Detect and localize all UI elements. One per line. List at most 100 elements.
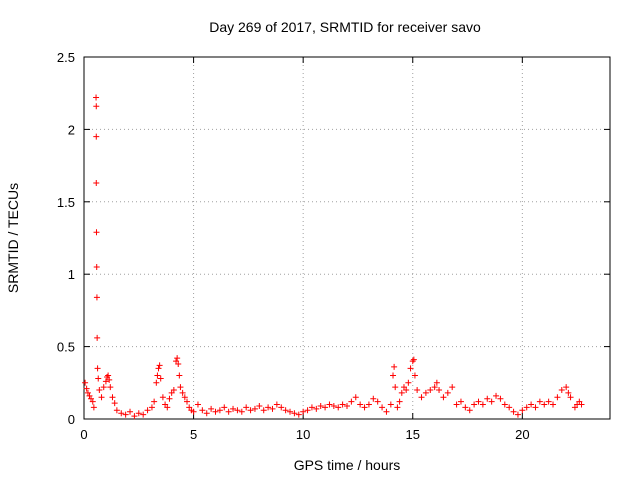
data-point <box>497 395 504 402</box>
data-point <box>127 408 134 415</box>
data-point <box>383 408 390 415</box>
data-point <box>541 401 548 408</box>
data-point <box>93 133 100 140</box>
data-point <box>475 398 482 405</box>
data-point <box>335 404 342 411</box>
data-point <box>234 407 241 414</box>
data-point <box>493 392 500 399</box>
data-point <box>391 363 398 370</box>
data-point <box>313 405 320 412</box>
data-point <box>291 410 298 417</box>
data-point <box>398 389 405 396</box>
data-point <box>256 402 263 409</box>
data-point <box>471 401 478 408</box>
data-point <box>155 365 162 372</box>
data-point <box>83 385 90 392</box>
data-point <box>317 402 324 409</box>
data-point <box>300 408 307 415</box>
data-point <box>387 401 394 408</box>
data-point <box>326 401 333 408</box>
data-point <box>105 372 112 379</box>
data-point <box>203 410 210 417</box>
data-points <box>82 94 585 420</box>
data-point <box>94 334 101 341</box>
data-point <box>558 387 565 394</box>
data-point <box>156 362 163 369</box>
data-point <box>554 394 561 401</box>
data-point <box>422 389 429 396</box>
data-point <box>98 394 105 401</box>
grid <box>84 57 610 419</box>
data-point <box>322 404 329 411</box>
data-point <box>466 407 473 414</box>
data-point <box>431 384 438 391</box>
data-point <box>440 394 447 401</box>
data-point <box>260 407 267 414</box>
x-tick-label: 10 <box>296 427 310 442</box>
data-point <box>565 389 572 396</box>
y-axis-label: SRMTID / TECUs <box>5 183 21 293</box>
data-point <box>230 405 237 412</box>
data-point <box>122 411 129 418</box>
data-point <box>427 387 434 394</box>
data-point <box>506 404 513 411</box>
data-point <box>89 398 96 405</box>
data-point <box>140 411 147 418</box>
data-point <box>365 401 372 408</box>
data-point <box>550 401 557 408</box>
data-point <box>488 398 495 405</box>
data-point <box>190 408 197 415</box>
data-point <box>394 404 401 411</box>
data-point <box>154 372 161 379</box>
data-point <box>344 402 350 409</box>
y-tick-label: 0 <box>68 412 75 427</box>
data-point <box>374 398 381 405</box>
data-point <box>221 404 228 411</box>
data-point <box>148 404 155 411</box>
data-point <box>396 398 403 405</box>
data-point <box>100 384 107 391</box>
data-point <box>405 379 412 386</box>
data-point <box>151 398 158 405</box>
data-point <box>93 263 100 270</box>
data-point <box>93 94 100 101</box>
data-point <box>212 408 219 415</box>
data-point <box>453 401 460 408</box>
data-point <box>379 404 386 411</box>
data-point <box>176 372 183 379</box>
data-point <box>181 394 188 401</box>
data-point <box>304 407 311 414</box>
data-point <box>96 387 103 394</box>
data-point <box>357 401 364 408</box>
data-point <box>113 407 120 414</box>
x-tick-label: 20 <box>515 427 529 442</box>
data-point <box>225 408 232 415</box>
data-point <box>407 365 414 372</box>
x-tick-label: 0 <box>80 427 87 442</box>
y-tick-label: 2.5 <box>57 50 75 65</box>
data-point <box>457 398 464 405</box>
data-point <box>179 389 186 396</box>
data-point <box>107 384 114 391</box>
data-point <box>118 410 125 417</box>
data-point <box>194 401 201 408</box>
data-point <box>153 379 160 386</box>
y-tick-label: 1 <box>68 267 75 282</box>
data-point <box>93 179 100 186</box>
data-point <box>94 365 101 372</box>
data-point <box>82 379 89 386</box>
data-point <box>449 384 456 391</box>
x-axis: 0 5 10 15 20 <box>80 57 530 442</box>
data-point <box>510 408 517 415</box>
data-point <box>175 360 182 367</box>
data-point <box>563 384 570 391</box>
data-point <box>184 398 191 405</box>
y-tick-label: 1.5 <box>57 195 75 210</box>
data-point <box>462 404 469 411</box>
data-point <box>308 404 315 411</box>
data-point <box>536 398 543 405</box>
data-point <box>339 401 346 408</box>
data-point <box>330 402 337 409</box>
data-point <box>392 384 399 391</box>
data-point <box>131 413 138 420</box>
